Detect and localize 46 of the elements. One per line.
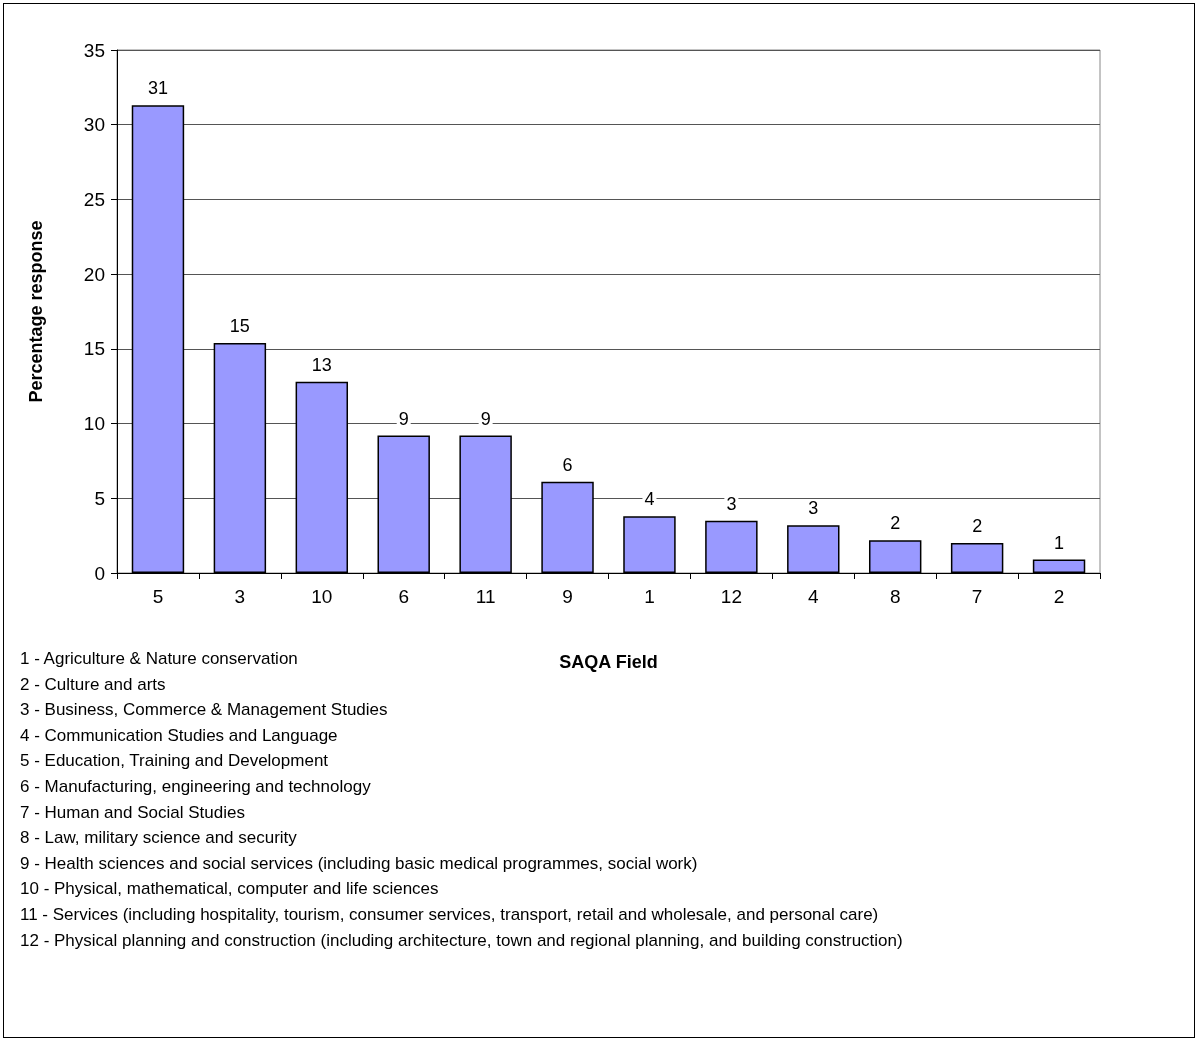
y-axis-title: Percentage response — [26, 220, 46, 403]
y-tick-label: 15 — [83, 338, 105, 360]
text: 12 - Physical planning and construction (including architecture, town and regional planning, and building construction) — [20, 930, 903, 950]
y-tick-label: 35 — [83, 39, 105, 61]
x-tick-label: 11 — [475, 586, 496, 607]
y-tick-label: 0 — [94, 562, 105, 584]
text: 7 - Human and Social Studies — [20, 802, 245, 822]
data-label: 13 — [311, 354, 332, 375]
y-tick-label: 5 — [94, 487, 105, 509]
data-label: 2 — [972, 516, 983, 537]
text: 11 - Services (including hospitality, tourism, consumer services, transport, retail and wholesale, and personal care) — [20, 905, 879, 924]
data-label: 3 — [808, 498, 819, 519]
x-tick-label: 6 — [398, 586, 409, 607]
y-tick-label: 25 — [83, 188, 105, 210]
text: 1 - Agriculture & Nature conservation — [20, 649, 298, 668]
data-label: 9 — [398, 408, 409, 429]
x-tick-label: 1 — [644, 586, 655, 607]
data-label: 3 — [726, 493, 737, 514]
y-tick-label: 20 — [83, 263, 105, 285]
x-tick-label: 7 — [971, 586, 983, 607]
data-label: 4 — [644, 489, 655, 510]
y-tick-label: 10 — [83, 413, 105, 435]
x-tick-label: 2 — [1053, 586, 1065, 607]
text: 10 - Physical, mathematical, computer and life sciences — [20, 879, 439, 899]
text: 2 - Culture and arts — [20, 674, 166, 694]
y-tick-label: 30 — [83, 114, 105, 136]
text: 4 - Communication Studies and Language — [20, 725, 338, 745]
data-label: 31 — [147, 78, 168, 99]
x-tick-label: 3 — [234, 586, 246, 607]
x-tick-label: 12 — [720, 586, 742, 607]
x-axis-title: SAQA Field — [559, 652, 658, 672]
data-label: 1 — [1054, 532, 1065, 553]
text: 5 - Education, Training and Development — [20, 751, 329, 771]
data-label: 2 — [890, 513, 901, 534]
x-tick-label: 9 — [562, 586, 573, 607]
data-label: 6 — [562, 454, 573, 475]
x-tick-label: 5 — [152, 586, 164, 607]
text: 6 - Manufacturing, engineering and technology — [20, 777, 372, 796]
x-tick-label: 8 — [889, 586, 901, 607]
data-label: 9 — [480, 408, 491, 429]
x-tick-label: 4 — [808, 586, 819, 607]
text: 8 - Law, military science and security — [20, 828, 298, 848]
text: 9 - Health sciences and social services (including basic medical programmes, social work) — [20, 853, 698, 873]
text: 3 - Business, Commerce & Management Studies — [20, 700, 388, 720]
data-label: 15 — [229, 315, 250, 336]
x-tick-label: 10 — [311, 586, 333, 607]
